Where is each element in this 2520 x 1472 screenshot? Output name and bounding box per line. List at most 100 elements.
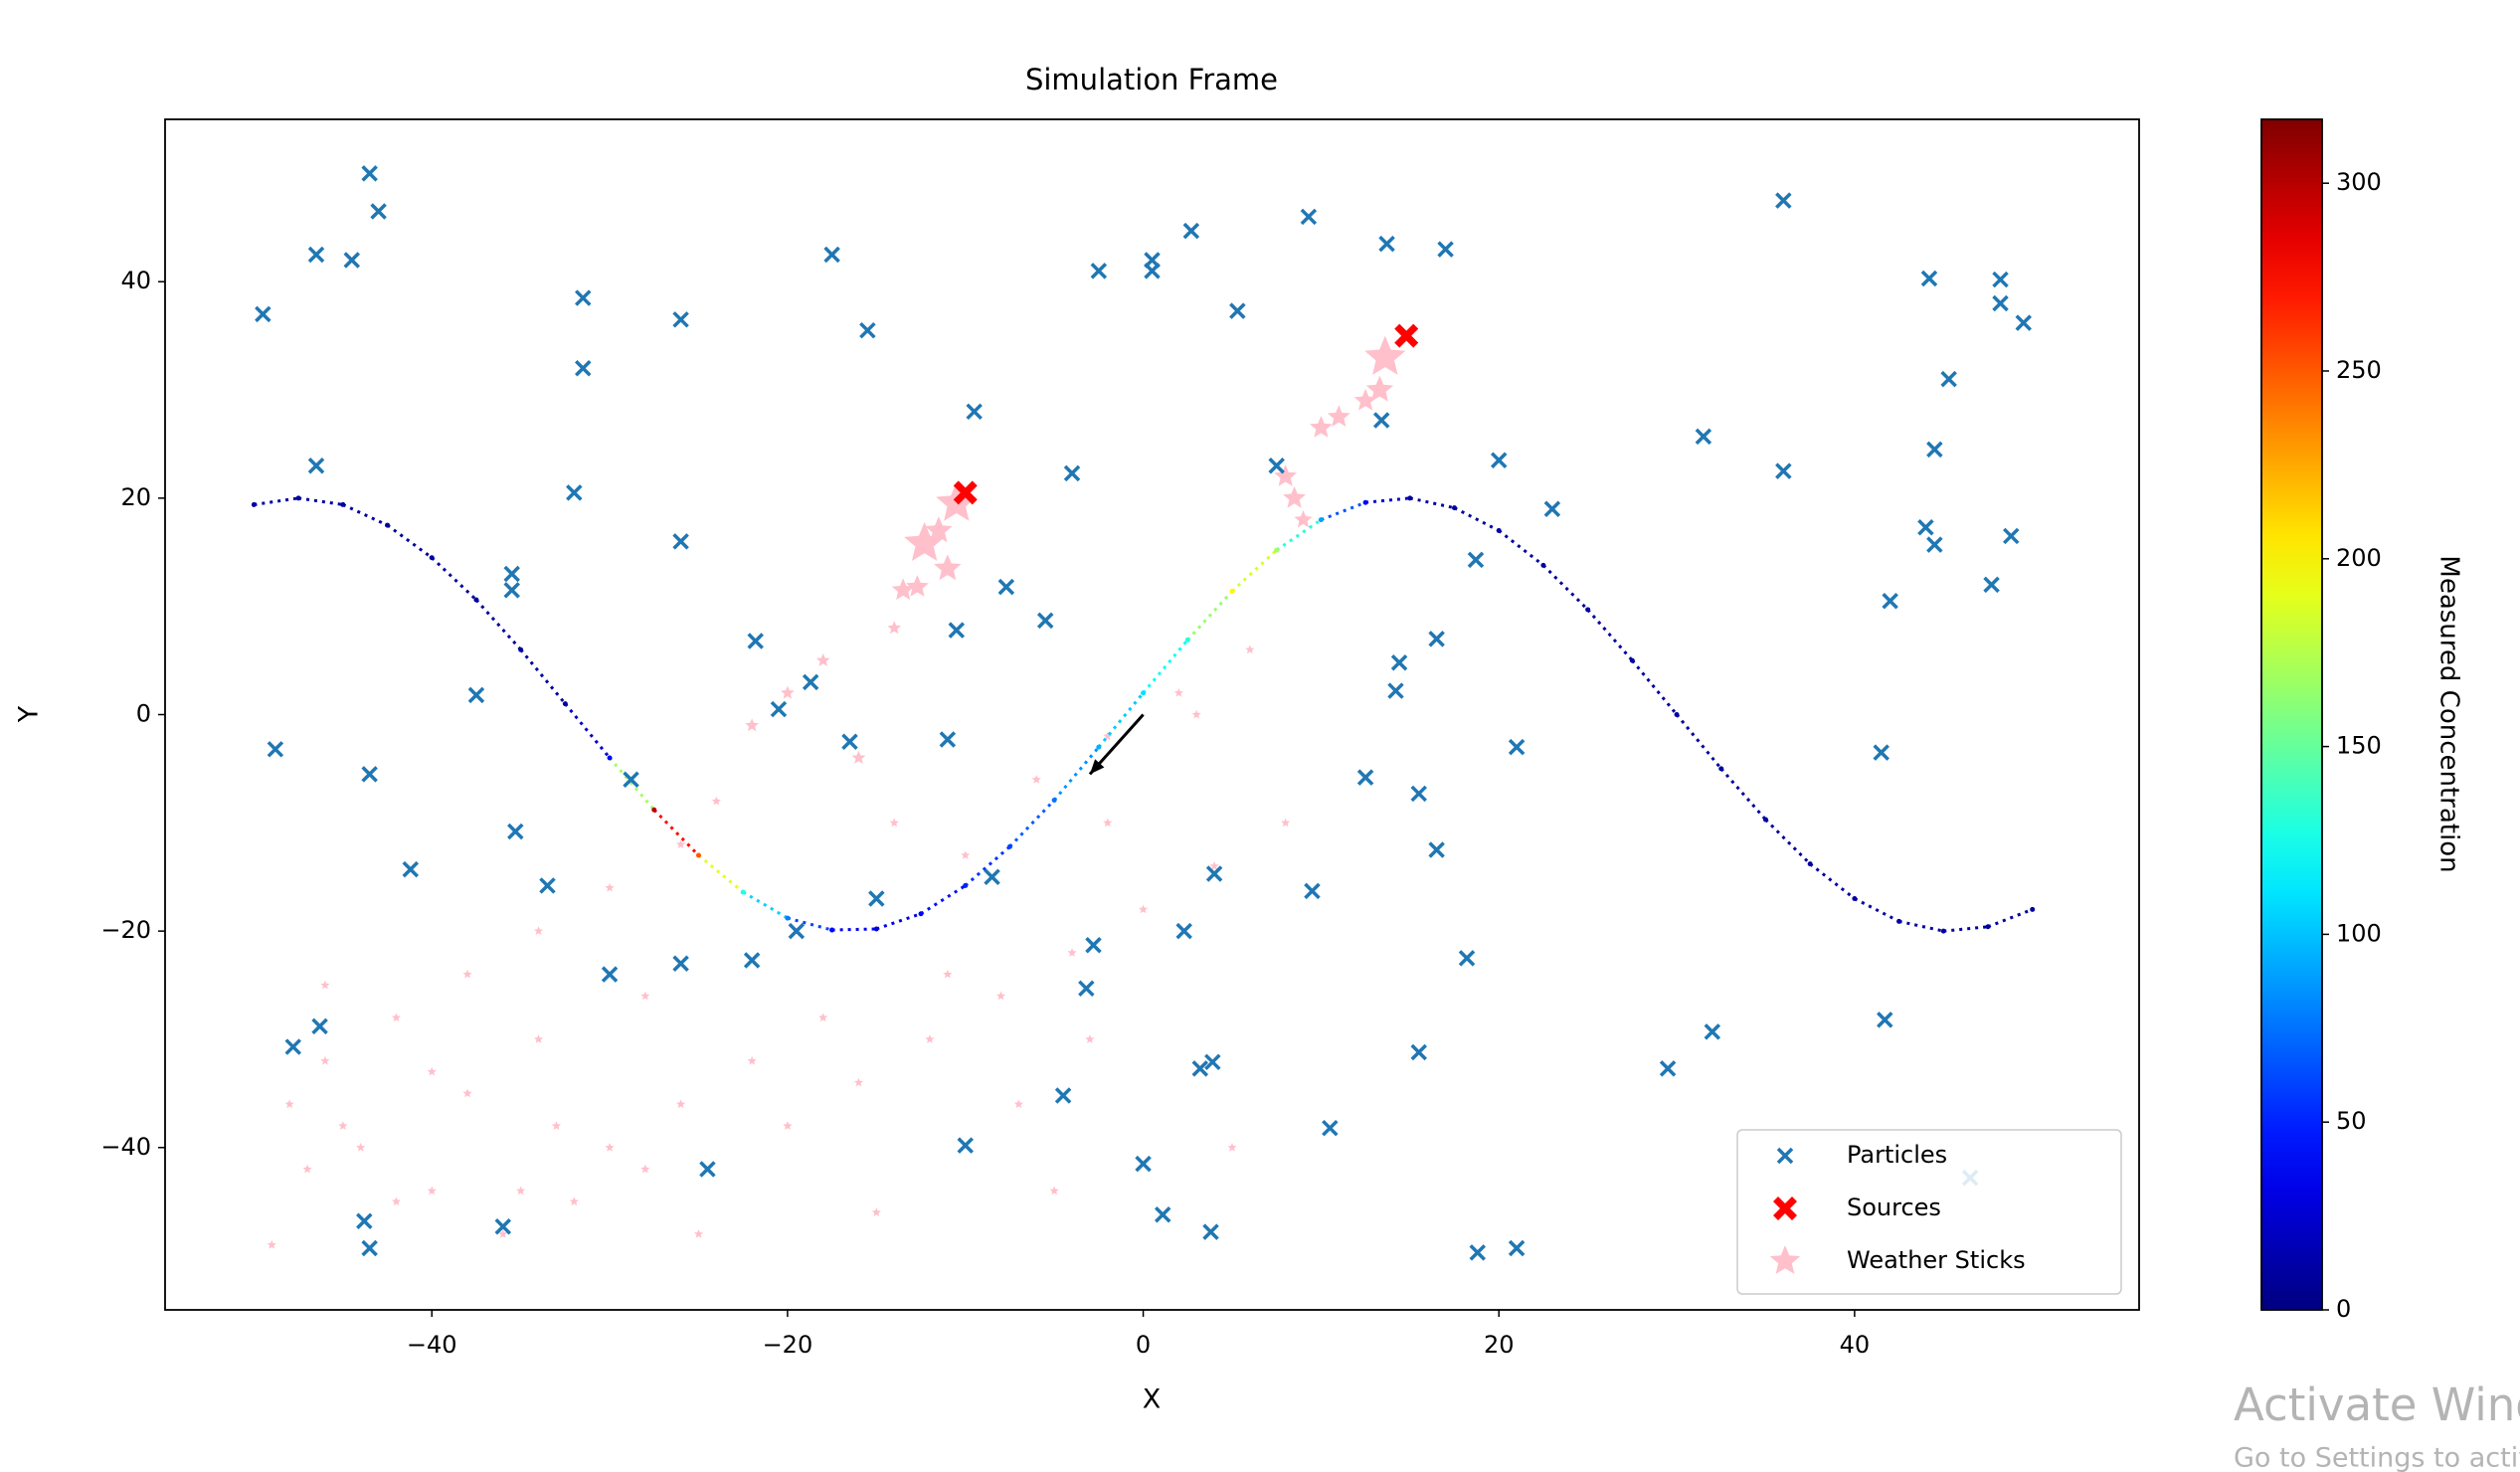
- curve-point: [518, 646, 524, 652]
- weather-stick-marker: [640, 1164, 650, 1174]
- particle-marker: [672, 955, 689, 973]
- curve-segment: [1675, 713, 1722, 770]
- particle-marker: [1090, 263, 1108, 279]
- particle-marker: [997, 578, 1015, 596]
- x-axis-label: X: [1143, 1384, 1162, 1415]
- curve-point: [1807, 861, 1813, 867]
- weather-stick-marker: [551, 1121, 561, 1130]
- weather-stick-marker: [1209, 861, 1219, 870]
- particle-marker: [966, 403, 983, 421]
- weather-stick-marker: [391, 1012, 401, 1022]
- curve-segment: [1453, 506, 1500, 532]
- weather-stick-marker: [320, 1055, 330, 1065]
- particle-marker: [1154, 1206, 1171, 1223]
- curve-point: [1540, 562, 1546, 568]
- particle-marker: [1920, 270, 1938, 287]
- curve-segment: [1097, 691, 1145, 749]
- weather-stick-marker: [1281, 818, 1291, 828]
- weather-stick-marker: [1139, 904, 1149, 914]
- curve-point: [785, 915, 791, 921]
- weather-stick-marker: [815, 652, 830, 666]
- curve-point: [1496, 528, 1502, 534]
- curve-point: [2030, 906, 2036, 912]
- particle-marker: [1135, 1155, 1152, 1173]
- particle-marker: [1695, 428, 1712, 446]
- weather-stick-marker: [605, 1143, 615, 1152]
- y-tick-label: 20: [120, 483, 151, 511]
- legend-label: Weather Sticks: [1847, 1246, 2026, 1274]
- legend-marker: [1776, 1147, 1794, 1165]
- particle-marker: [494, 1217, 512, 1235]
- particle-marker: [361, 1239, 378, 1257]
- weather-stick-marker: [781, 685, 795, 699]
- curve-point: [1896, 918, 1902, 924]
- particle-marker: [984, 868, 1000, 885]
- curve-point: [1629, 657, 1635, 663]
- curve-segment: [1719, 767, 1767, 822]
- weather-stick-marker: [1227, 1143, 1237, 1152]
- particle-marker: [2015, 314, 2032, 331]
- weather-stick-marker: [356, 1143, 366, 1152]
- weather-stick-marker: [925, 516, 953, 543]
- particle-marker: [868, 890, 885, 907]
- curve-point: [918, 911, 924, 917]
- curve-segment: [1586, 608, 1634, 662]
- x-tick-label: −40: [407, 1331, 457, 1359]
- weather-stick-marker: [427, 1186, 437, 1196]
- curve-segment: [742, 890, 789, 920]
- weather-stick-marker: [1103, 731, 1113, 741]
- curve-point: [1718, 766, 1724, 772]
- particle-marker: [255, 305, 271, 323]
- particle-marker: [1191, 1060, 1209, 1077]
- particle-marker: [1410, 785, 1427, 803]
- particle-marker: [770, 700, 788, 718]
- particle-marker: [284, 1038, 301, 1055]
- source-marker: [953, 480, 978, 505]
- particle-marker: [2003, 527, 2020, 545]
- watermark-title: Activate Windows: [2234, 1379, 2520, 1431]
- weather-stick-marker: [1310, 416, 1333, 438]
- particle-marker: [1175, 922, 1192, 940]
- weather-stick-marker: [995, 991, 1006, 1001]
- weather-stick-marker: [851, 750, 866, 764]
- colorbar-tick-label: 100: [2336, 919, 2382, 947]
- y-tick-label: 0: [136, 700, 151, 728]
- weather-stick-marker: [284, 1099, 294, 1109]
- particle-marker: [1182, 222, 1200, 240]
- particle-marker: [1063, 464, 1081, 482]
- colorbar-tick-label: 250: [2336, 356, 2382, 384]
- particle-marker: [859, 321, 876, 339]
- particle-marker: [1144, 263, 1161, 279]
- weather-stick-marker: [534, 926, 544, 935]
- curve-point: [1985, 924, 1991, 930]
- weather-stick-marker: [906, 575, 929, 597]
- curve-point: [340, 501, 346, 507]
- curve-segment: [1142, 639, 1189, 694]
- particle-marker: [361, 766, 378, 783]
- weather-stick-marker: [338, 1121, 348, 1130]
- particle-marker: [1390, 654, 1408, 671]
- particle-marker: [1304, 882, 1321, 900]
- curve-point: [740, 889, 746, 895]
- x-tick-label: 20: [1484, 1331, 1515, 1359]
- weather-stick-marker: [516, 1186, 526, 1196]
- curve-segment: [652, 809, 700, 857]
- weather-stick-marker: [1173, 687, 1183, 697]
- curve-point: [1051, 797, 1057, 803]
- particle-marker: [356, 1212, 373, 1230]
- legend-label: Sources: [1847, 1194, 1941, 1221]
- colorbar: [2260, 118, 2323, 1311]
- legend-marker: [1769, 1245, 1801, 1274]
- curve-point: [963, 882, 969, 888]
- curve-point: [1452, 505, 1458, 511]
- plot-frame: [164, 118, 2140, 1311]
- weather-stick-marker: [887, 621, 901, 635]
- curve-point: [651, 807, 657, 813]
- particle-marker: [361, 165, 378, 182]
- particle-marker: [1882, 593, 1898, 610]
- weather-stick-marker: [1353, 388, 1377, 411]
- weather-stick-marker: [693, 1229, 704, 1238]
- curve-point: [1674, 712, 1680, 717]
- curve-segment: [519, 648, 567, 705]
- y-tick-label: −20: [100, 916, 151, 944]
